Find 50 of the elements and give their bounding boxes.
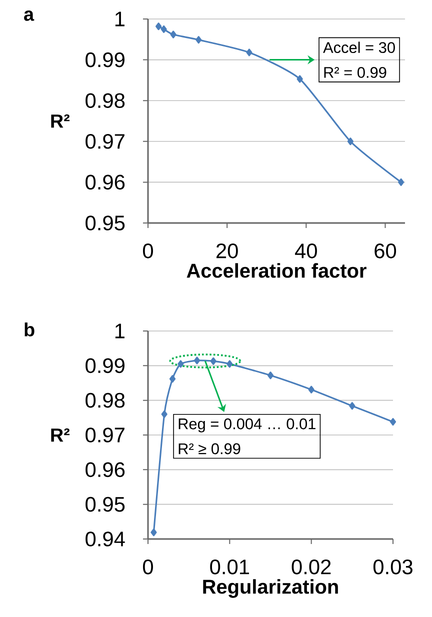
point	[194, 356, 200, 364]
point	[308, 386, 314, 394]
annotation: Reg = 0.004 … 0.01	[178, 418, 316, 432]
point	[178, 360, 184, 368]
point	[150, 528, 157, 536]
point	[246, 48, 252, 56]
y-tick-label: 0.97	[86, 134, 124, 149]
x-axis-title: Acceleration factor	[186, 263, 366, 278]
x-axis-title: Regularization	[203, 579, 338, 598]
y-axis-title: R²	[51, 428, 70, 442]
point	[196, 36, 202, 44]
point	[156, 22, 162, 30]
annotation: Accel = 30	[323, 42, 395, 54]
y-tick-label: 0.99	[86, 52, 124, 68]
y-tick-label: 0.95	[86, 216, 125, 230]
x-tick-label: 0.02	[292, 560, 331, 574]
point	[160, 25, 167, 33]
point	[226, 360, 233, 368]
annotation: R² ≥ 0.99	[178, 443, 240, 454]
y-tick-label: 0.99	[86, 358, 124, 374]
point	[347, 138, 354, 146]
y-axis-title: R²	[51, 114, 70, 128]
point	[398, 178, 404, 186]
y-tick-label: 1	[115, 12, 124, 26]
y-tick-label: 0.98	[86, 93, 125, 108]
y-tick-label: 0.95	[86, 496, 125, 512]
x-tick-label: 0.03	[373, 560, 412, 574]
point	[296, 75, 303, 83]
point	[267, 372, 274, 380]
y-tick-label: 0.97	[86, 428, 124, 442]
y-tick-label: 0.94	[86, 532, 125, 546]
point	[390, 418, 396, 426]
annotation: R² = 0.99	[324, 66, 386, 78]
point	[349, 402, 356, 410]
point	[170, 30, 176, 38]
x-tick-label: 0	[142, 244, 153, 258]
x-tick-label: 0.01	[210, 560, 249, 574]
point	[210, 357, 216, 365]
chart-title: b	[24, 322, 34, 336]
y-tick-label: 0.96	[86, 462, 125, 478]
x-tick-label: 20	[216, 244, 238, 258]
y-tick-label: 0.98	[86, 392, 125, 408]
chart-title: a	[24, 10, 34, 21]
y-tick-label: 0.96	[86, 174, 125, 190]
x-tick-label: 0	[142, 560, 153, 574]
x-tick-label: 60	[374, 244, 396, 258]
point	[169, 375, 176, 383]
point	[161, 410, 168, 418]
x-tick-label: 40	[295, 244, 317, 258]
y-tick-label: 1	[115, 324, 124, 338]
